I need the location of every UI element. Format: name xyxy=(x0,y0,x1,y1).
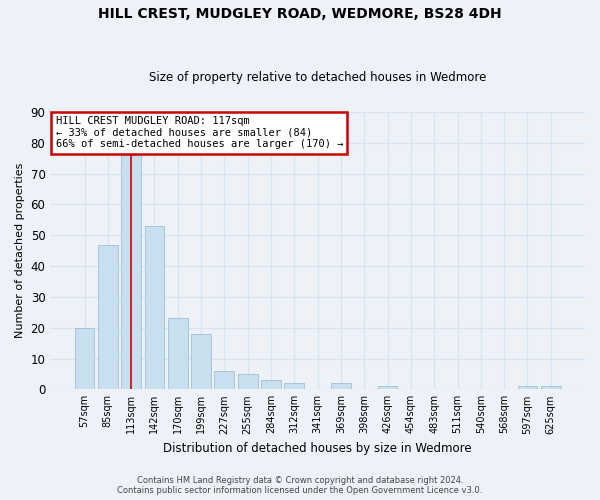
X-axis label: Distribution of detached houses by size in Wedmore: Distribution of detached houses by size … xyxy=(163,442,472,455)
Bar xyxy=(121,155,141,390)
Y-axis label: Number of detached properties: Number of detached properties xyxy=(15,163,25,338)
Text: HILL CREST MUDGLEY ROAD: 117sqm
← 33% of detached houses are smaller (84)
66% of: HILL CREST MUDGLEY ROAD: 117sqm ← 33% of… xyxy=(56,116,343,150)
Title: Size of property relative to detached houses in Wedmore: Size of property relative to detached ho… xyxy=(149,72,487,85)
Bar xyxy=(284,383,304,390)
Bar xyxy=(74,328,94,390)
Bar xyxy=(214,371,234,390)
Bar xyxy=(191,334,211,390)
Bar xyxy=(145,226,164,390)
Bar xyxy=(518,386,538,390)
Bar xyxy=(331,383,351,390)
Text: HILL CREST, MUDGLEY ROAD, WEDMORE, BS28 4DH: HILL CREST, MUDGLEY ROAD, WEDMORE, BS28 … xyxy=(98,8,502,22)
Bar xyxy=(238,374,257,390)
Bar xyxy=(168,318,188,390)
Bar xyxy=(98,244,118,390)
Bar xyxy=(261,380,281,390)
Bar xyxy=(541,386,560,390)
Text: Contains HM Land Registry data © Crown copyright and database right 2024.
Contai: Contains HM Land Registry data © Crown c… xyxy=(118,476,482,495)
Bar xyxy=(377,386,397,390)
